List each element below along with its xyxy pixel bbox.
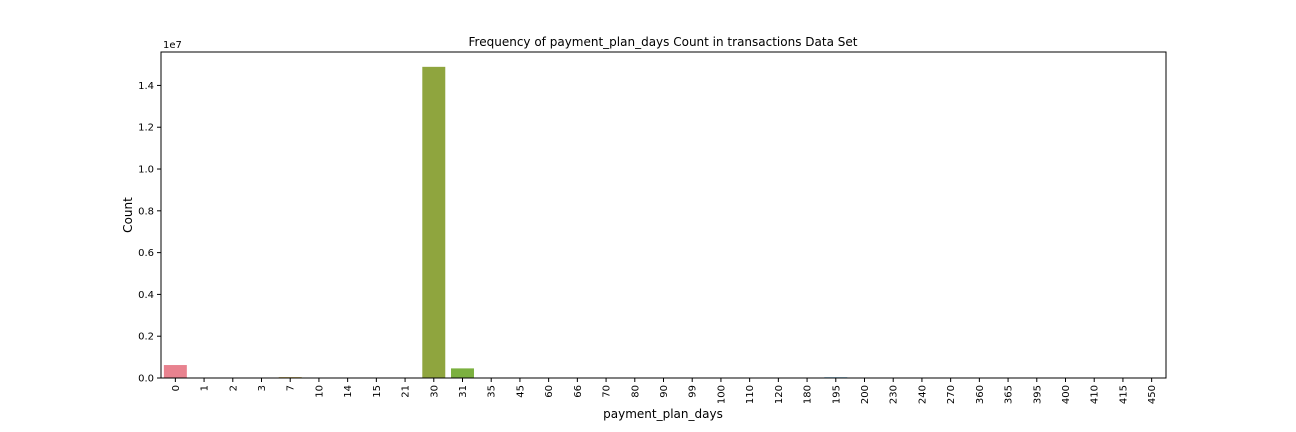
x-tick-label: 200 — [860, 385, 871, 404]
x-tick-label: 60 — [544, 385, 555, 398]
y-tick-label: 0.0 — [138, 374, 154, 385]
x-tick-label: 0 — [171, 385, 182, 391]
x-tick-label: 66 — [573, 385, 584, 398]
x-tick-label: 120 — [774, 385, 785, 404]
x-tick-label: 450 — [1147, 385, 1158, 404]
y-tick-label: 1.2 — [138, 123, 154, 134]
x-tick-label: 195 — [831, 385, 842, 404]
x-tick-label: 70 — [602, 385, 613, 398]
chart-title: Frequency of payment_plan_days Count in … — [469, 35, 858, 49]
bar-0 — [163, 365, 187, 378]
x-tick-label: 180 — [803, 385, 814, 404]
x-tick-label: 110 — [745, 385, 756, 404]
y-axis-ticks: 0.0 0.2 0.4 0.6 0.8 1.0 1.2 1.4 — [138, 81, 161, 385]
x-tick-label: 240 — [917, 385, 928, 404]
bar-30 — [422, 66, 446, 378]
x-tick-label: 21 — [401, 385, 412, 398]
x-tick-label: 30 — [429, 385, 440, 398]
y-tick-label: 0.2 — [138, 332, 154, 343]
x-tick-label: 230 — [889, 385, 900, 404]
x-tick-label: 35 — [487, 385, 498, 398]
x-tick-label: 31 — [458, 385, 469, 398]
x-tick-label: 400 — [1061, 385, 1072, 404]
y-tick-label: 1.4 — [138, 81, 154, 92]
x-tick-label: 365 — [1004, 385, 1015, 404]
x-axis-label: payment_plan_days — [603, 407, 723, 421]
x-tick-label: 360 — [975, 385, 986, 404]
x-tick-label: 270 — [946, 385, 957, 404]
y-tick-label: 0.8 — [138, 206, 154, 217]
x-tick-label: 90 — [659, 385, 670, 398]
x-tick-label: 99 — [688, 385, 699, 398]
x-tick-label: 45 — [515, 385, 526, 398]
bars — [163, 66, 1164, 378]
y-offset-label: 1e7 — [163, 40, 182, 51]
y-tick-label: 0.4 — [138, 290, 154, 301]
x-tick-label: 10 — [314, 385, 325, 398]
x-tick-label: 410 — [1090, 385, 1101, 404]
x-tick-label: 1 — [200, 385, 211, 391]
x-tick-label: 3 — [257, 385, 268, 391]
y-tick-label: 0.6 — [138, 248, 154, 259]
x-tick-label: 7 — [286, 385, 297, 391]
x-tick-label: 2 — [228, 385, 239, 391]
bar-31 — [451, 368, 474, 378]
x-tick-label: 415 — [1118, 385, 1129, 404]
x-tick-label: 100 — [716, 385, 727, 404]
x-tick-label: 80 — [630, 385, 641, 398]
x-tick-label: 14 — [343, 385, 354, 398]
y-tick-label: 1.0 — [138, 165, 154, 176]
y-axis-label: Count — [121, 197, 135, 233]
x-tick-label: 15 — [372, 385, 383, 398]
x-axis-ticks: 0 1 2 3 7 10 14 15 21 30 31 35 45 60 66 70 80 90 99 100 110 1… — [171, 378, 1158, 404]
plot-frame — [160, 51, 1167, 379]
x-tick-label: 395 — [1032, 385, 1043, 404]
